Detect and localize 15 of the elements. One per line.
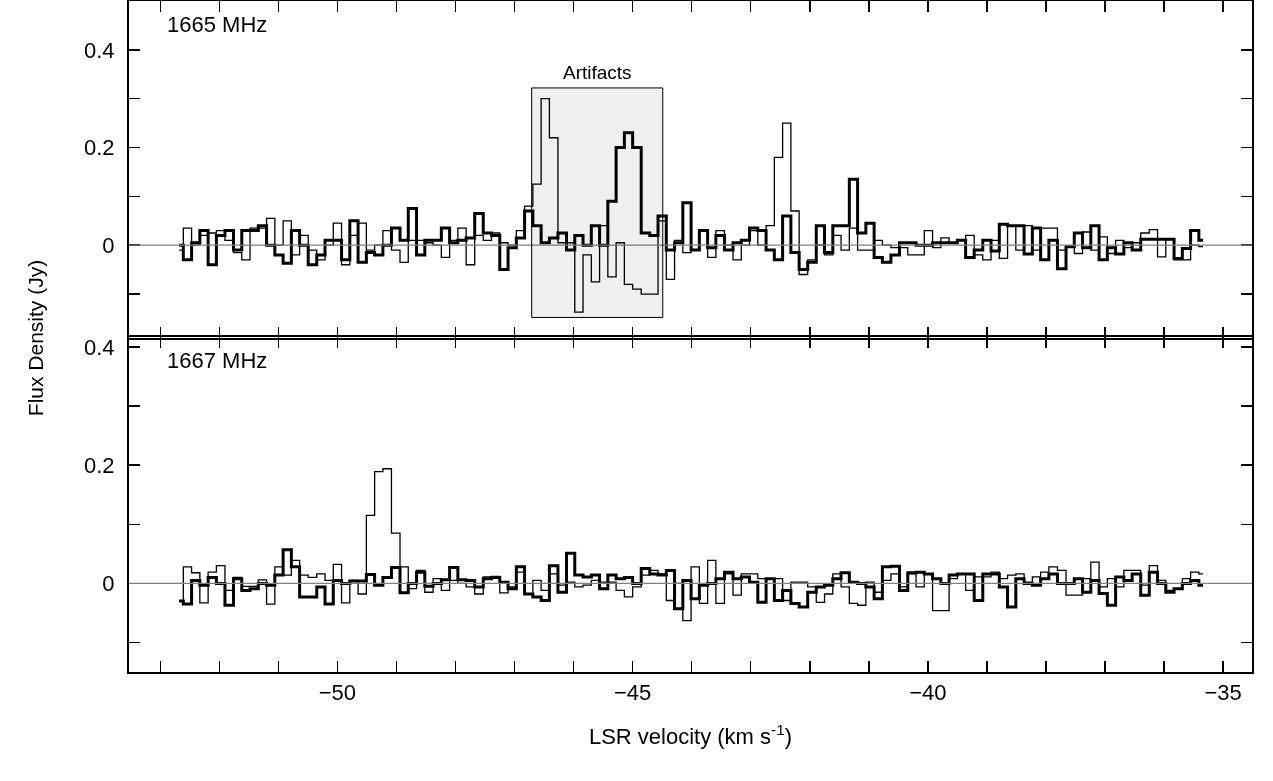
x-tick-label: −45 <box>613 680 652 706</box>
band-label: Artifacts <box>563 62 632 83</box>
x-tick-label: −40 <box>909 680 947 706</box>
annotation: 1667 MHz <box>167 348 268 373</box>
y-tick-label: 0.4 <box>84 334 115 360</box>
annotation: 1665 MHz <box>167 12 268 37</box>
x-tick-label: −50 <box>318 680 357 706</box>
y-tick-label: 0 <box>102 232 115 258</box>
y-tick-label: 0.2 <box>84 452 115 478</box>
y-tick-label: 0 <box>102 571 115 597</box>
x-tick-label: −35 <box>1204 680 1242 706</box>
y-axis-title: Flux Density (Jy) <box>24 259 48 417</box>
y-tick-label: 0.4 <box>84 37 115 63</box>
y-tick-label: 0.2 <box>84 135 115 161</box>
x-axis-title: LSR velocity (km s$^{-1}$) <box>588 720 793 749</box>
